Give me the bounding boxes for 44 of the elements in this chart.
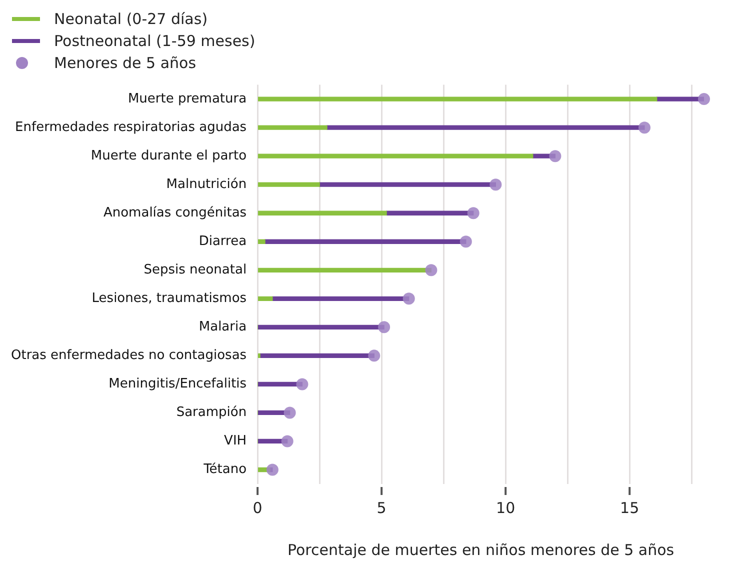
bar — [258, 154, 534, 158]
y-tick-label: Muerte prematura — [128, 91, 247, 106]
point — [284, 406, 296, 419]
point — [296, 378, 308, 390]
point — [638, 122, 650, 134]
bar — [258, 296, 273, 301]
point — [698, 93, 710, 106]
bar — [258, 125, 328, 130]
x-tick-label: 0 — [252, 498, 262, 517]
y-tick-label: Diarrea — [198, 234, 247, 250]
x-tick-label: 15 — [620, 498, 640, 517]
point — [460, 236, 472, 248]
y-tick-label: Anomalías congénitas — [103, 205, 247, 220]
y-tick-label: Tétano — [202, 462, 247, 478]
point — [490, 178, 502, 191]
legend-label: Menores de 5 años — [54, 53, 196, 74]
y-tick-label: Malnutrición — [166, 176, 247, 192]
x-tick-label: 10 — [496, 498, 516, 517]
bar — [258, 210, 387, 216]
y-tick-label: Muerte durante el parto — [90, 148, 247, 164]
point — [378, 321, 390, 334]
bar — [258, 239, 266, 244]
point — [281, 435, 294, 448]
point — [402, 292, 415, 305]
y-tick-label: Otras enfermedades no contagiosas — [10, 348, 247, 364]
y-tick-label: Malaria — [198, 320, 247, 335]
bar — [258, 182, 320, 187]
legend-label: Neonatal (0-27 días) — [54, 9, 208, 30]
point — [368, 350, 380, 362]
point — [549, 150, 562, 162]
legend-label: Postneonatal (1-59 meses) — [54, 31, 256, 52]
bar — [258, 353, 260, 358]
y-tick-label: Meningitis/Encefalitis — [108, 376, 247, 392]
y-tick-label: Enfermedades respiratorias agudas — [15, 120, 247, 135]
bar — [258, 96, 658, 102]
point — [467, 207, 480, 220]
y-tick-label: Lesiones, traumatismos — [92, 291, 247, 306]
point — [425, 264, 438, 276]
x-tick-label: 5 — [376, 498, 386, 517]
y-tick-label: Sarampión — [176, 405, 247, 420]
y-tick-label: VIH — [224, 434, 247, 449]
x-axis-title: Porcentaje de muertes en niños menores de 5 años — [287, 540, 674, 559]
y-tick-label: Sepsis neonatal — [144, 262, 247, 278]
point — [266, 464, 278, 476]
